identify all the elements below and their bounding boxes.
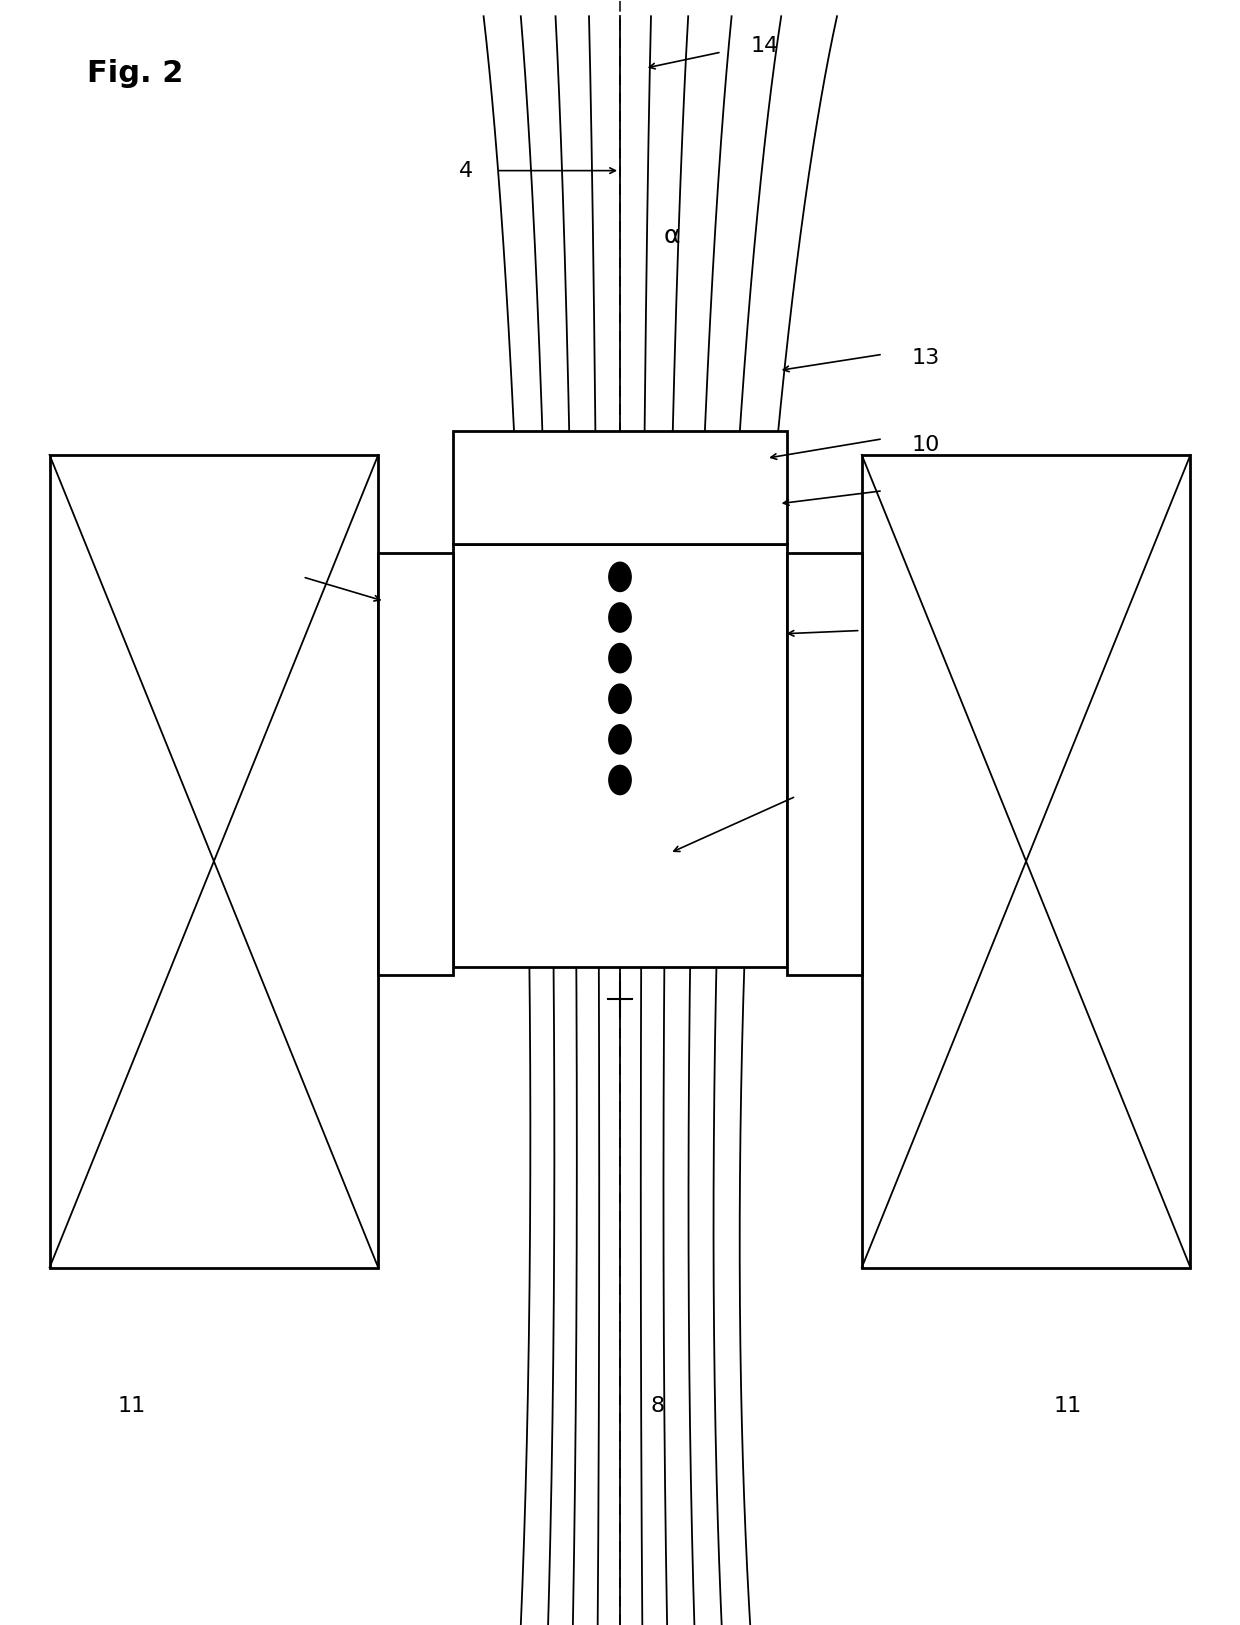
- Bar: [453, 544, 787, 967]
- Circle shape: [609, 603, 631, 632]
- Text: 5: 5: [818, 795, 832, 814]
- Text: 4: 4: [459, 161, 472, 180]
- Text: 12: 12: [267, 562, 295, 582]
- Text: 2, 3: 2, 3: [887, 624, 929, 644]
- Circle shape: [609, 684, 631, 713]
- Text: 13: 13: [911, 348, 940, 367]
- Bar: [862, 455, 1190, 1268]
- Bar: [50, 455, 378, 1268]
- Text: 8: 8: [651, 1396, 665, 1415]
- Text: 6: 6: [911, 486, 925, 505]
- Bar: [787, 552, 862, 975]
- Text: α: α: [663, 224, 680, 247]
- Circle shape: [609, 562, 631, 592]
- Bar: [453, 431, 787, 544]
- Circle shape: [609, 644, 631, 673]
- Circle shape: [609, 765, 631, 795]
- Bar: [378, 552, 453, 975]
- Text: 14: 14: [750, 36, 779, 55]
- Text: Fig. 2: Fig. 2: [87, 58, 184, 88]
- Text: 11: 11: [1054, 1396, 1083, 1415]
- Text: 11: 11: [118, 1396, 146, 1415]
- Circle shape: [609, 725, 631, 754]
- Text: 10: 10: [911, 436, 940, 455]
